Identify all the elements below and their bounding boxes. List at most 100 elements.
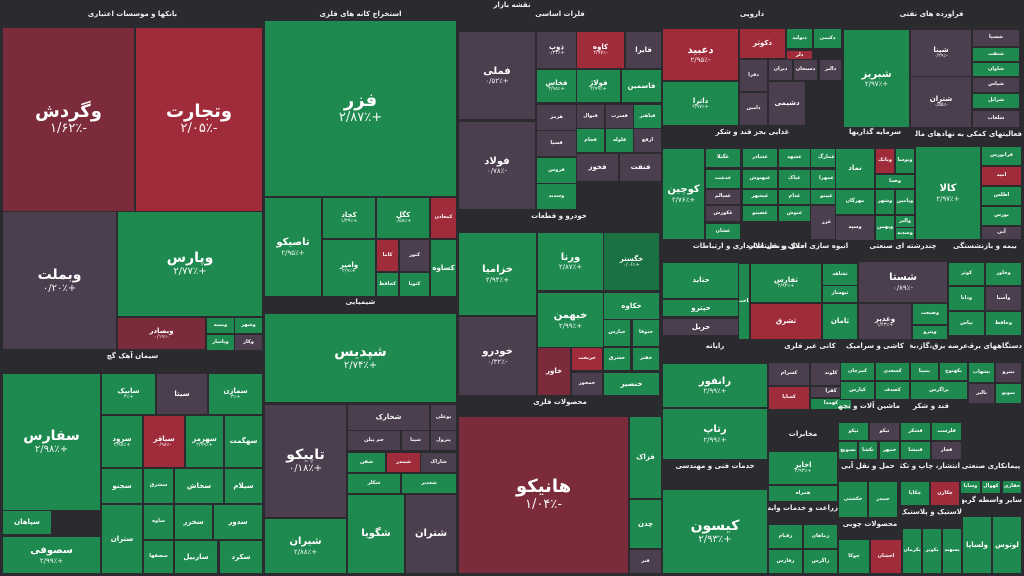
stock-tile[interactable]: وخاور: [985, 262, 1022, 286]
stock-tile[interactable]: شاراک: [420, 452, 457, 473]
stock-tile[interactable]: وپاسار: [206, 334, 235, 351]
stock-tile[interactable]: قنیشا: [900, 441, 931, 460]
stock-tile[interactable]: ولساپا: [962, 516, 992, 574]
stock-tile[interactable]: غکورش: [705, 205, 741, 222]
stock-tile[interactable]: وسپه: [835, 215, 875, 241]
stock-tile[interactable]: کمعادن: [430, 197, 457, 239]
stock-tile[interactable]: همراه: [768, 485, 838, 502]
stock-tile[interactable]: شغدیر: [401, 473, 457, 494]
stock-tile[interactable]: شپاس: [972, 77, 1020, 93]
stock-tile[interactable]: شگویا: [347, 494, 405, 574]
stock-tile[interactable]: فزاک: [629, 416, 662, 499]
stock-tile[interactable]: زاگرس: [803, 549, 838, 574]
stock-tile[interactable]: وگردش -۱/۶۲٪: [2, 27, 135, 212]
stock-tile[interactable]: حریل: [662, 318, 740, 336]
stock-tile[interactable]: سرود +۲/۹۸٪: [101, 415, 143, 468]
stock-tile[interactable]: وبانک: [875, 148, 895, 174]
stock-tile[interactable]: شخارک: [347, 404, 430, 431]
stock-tile[interactable]: خگستر +۰/۰۶٪: [603, 232, 660, 291]
stock-tile[interactable]: قشکر: [900, 422, 931, 441]
stock-tile[interactable]: خپارس: [603, 319, 631, 347]
stock-tile[interactable]: فزر +۲/۸۷٪: [264, 20, 457, 197]
stock-tile[interactable]: سجنو: [101, 468, 143, 504]
stock-tile[interactable]: ستران: [101, 504, 143, 574]
stock-tile[interactable]: وبصادر -۰/۱۹٪: [117, 317, 206, 350]
stock-tile[interactable]: سصفها: [143, 540, 174, 574]
stock-tile[interactable]: خریخت: [571, 347, 603, 371]
stock-tile[interactable]: وآسیا: [985, 286, 1022, 311]
stock-tile[interactable]: تیکو: [869, 422, 900, 441]
stock-tile[interactable]: خمحور: [571, 372, 603, 396]
stock-tile[interactable]: هرمز: [536, 104, 577, 131]
stock-tile[interactable]: اطلس: [981, 186, 1022, 206]
stock-tile[interactable]: فسپا: [536, 130, 577, 157]
stock-tile[interactable]: ودانا: [948, 286, 985, 311]
stock-tile[interactable]: کصدف: [875, 381, 910, 400]
stock-tile[interactable]: بموتو: [995, 383, 1022, 404]
stock-tile[interactable]: جم پیلن: [347, 430, 401, 451]
stock-tile[interactable]: بنیرو: [995, 362, 1022, 383]
stock-tile[interactable]: فخاس +۲/۹۸٪: [536, 69, 577, 103]
stock-tile[interactable]: سهرمز +۲/۹۹٪: [185, 415, 224, 468]
stock-tile[interactable]: کنور: [399, 239, 430, 272]
stock-tile[interactable]: اخشان: [870, 539, 902, 574]
stock-tile[interactable]: وتجارت -۲/۰۵٪: [135, 27, 263, 212]
stock-tile[interactable]: غنوش: [778, 205, 811, 222]
stock-tile[interactable]: خکاوه: [603, 292, 660, 320]
stock-tile[interactable]: وشهر: [875, 189, 895, 215]
stock-tile[interactable]: فنر: [629, 549, 662, 574]
stock-tile[interactable]: غشان: [705, 223, 741, 240]
stock-tile[interactable]: شتران -۰/۵۵٪: [910, 76, 972, 128]
stock-tile[interactable]: غبشهر: [742, 189, 778, 205]
stock-tile[interactable]: حبندر: [868, 481, 898, 518]
stock-tile[interactable]: وغدیر +۱/۴۳٪: [858, 303, 912, 340]
stock-tile[interactable]: شبندر: [386, 452, 421, 473]
stock-tile[interactable]: چکارن: [930, 481, 960, 506]
stock-tile[interactable]: ویامین: [895, 189, 915, 215]
stock-tile[interactable]: چوکا: [838, 539, 870, 574]
stock-tile[interactable]: تاصیکو +۲/۹۵٪: [264, 197, 322, 297]
stock-tile[interactable]: وامیر +۲/۹٪: [322, 239, 376, 297]
stock-tile[interactable]: وبهمن: [875, 215, 895, 241]
stock-tile[interactable]: کپارس: [840, 381, 875, 400]
stock-tile[interactable]: دتولید: [786, 28, 813, 49]
stock-tile[interactable]: کچاد +۱/۳۹٪: [322, 197, 376, 239]
stock-tile[interactable]: کوثر: [948, 262, 985, 286]
stock-tile[interactable]: بسویچ: [838, 441, 858, 460]
stock-tile[interactable]: زماهان: [803, 524, 838, 549]
stock-tile[interactable]: غدشت: [705, 169, 741, 189]
stock-tile[interactable]: ثبهساز: [822, 285, 858, 303]
stock-tile[interactable]: سفارس +۲/۹۸٪: [2, 373, 101, 511]
stock-tile[interactable]: چدن: [629, 499, 662, 549]
stock-tile[interactable]: کوچین +۲/۷۶٪: [662, 148, 705, 240]
stock-tile[interactable]: تکشا: [858, 441, 878, 460]
stock-tile[interactable]: رانفور +۲/۹۹٪: [662, 363, 768, 408]
stock-tile[interactable]: کگل +۰/۵۸٪: [376, 197, 430, 239]
stock-tile[interactable]: سصوفی +۲/۹۹٪: [2, 536, 101, 574]
stock-tile[interactable]: وکار: [234, 334, 263, 351]
stock-tile[interactable]: شتران: [405, 494, 457, 574]
stock-tile[interactable]: بوعلی: [430, 404, 457, 431]
stock-tile[interactable]: کاما: [376, 239, 399, 272]
stock-tile[interactable]: بپاس: [948, 311, 985, 336]
stock-tile[interactable]: غگیلا: [705, 148, 741, 168]
stock-tile[interactable]: آتی: [981, 226, 1022, 240]
stock-tile[interactable]: فجام: [576, 128, 605, 153]
stock-tile[interactable]: دعبید -۲/۹۵٪: [662, 28, 739, 81]
stock-tile[interactable]: دکوثر: [739, 28, 786, 59]
stock-tile[interactable]: ثامان: [822, 303, 858, 340]
stock-tile[interactable]: وپترو: [912, 325, 948, 340]
stock-tile[interactable]: غدام: [778, 189, 811, 205]
stock-tile[interactable]: غسالم: [705, 189, 741, 205]
stock-tile[interactable]: بزاگرس: [910, 381, 968, 400]
stock-tile[interactable]: خشرق: [603, 347, 631, 371]
stock-tile[interactable]: وساپا: [960, 480, 981, 494]
stock-tile[interactable]: سخزر: [174, 504, 213, 540]
stock-tile[interactable]: مهرگان: [835, 189, 875, 215]
stock-tile[interactable]: ارفع: [633, 128, 662, 153]
stock-tile[interactable]: شلعاب: [972, 110, 1020, 128]
stock-tile[interactable]: رتاپ +۲/۹۹٪: [662, 408, 768, 460]
stock-tile[interactable]: حتاید: [662, 262, 740, 299]
stock-tile[interactable]: ثاخت: [738, 263, 750, 340]
stock-tile[interactable]: ساربیل: [174, 540, 218, 574]
